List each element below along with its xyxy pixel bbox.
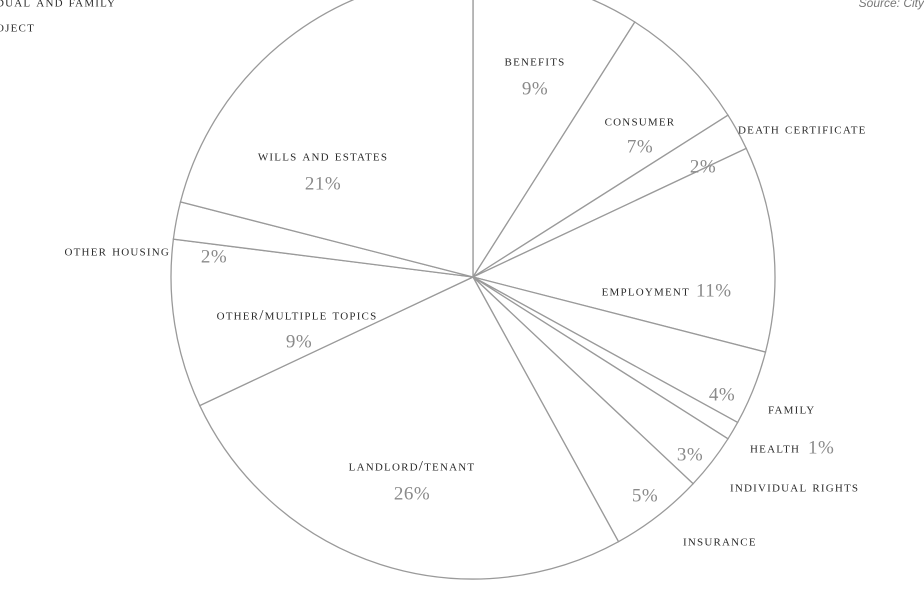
- slice-label: LANDLORD/TENANT: [349, 458, 476, 474]
- pie-slice: [198, 276, 620, 580]
- slice-value-label: 11%: [696, 280, 732, 301]
- slice-label: CONSUMER: [605, 113, 676, 129]
- slice-label: BENEFITS: [505, 53, 566, 69]
- slice-value-label: 26%: [394, 483, 430, 504]
- slice-value-label: 4%: [709, 384, 735, 405]
- title-fragment: DUAL AND FAMILY: [0, 0, 116, 10]
- slice-value-label: 21%: [305, 173, 341, 194]
- pie-slice: [472, 0, 636, 280]
- slice-label: INDIVIDUAL RIGHTS: [730, 479, 859, 495]
- slice-label: EMPLOYMENT: [602, 283, 690, 299]
- slice-value-label: 2%: [690, 156, 716, 177]
- slice-label: WILLS AND ESTATES: [258, 148, 388, 164]
- slice-value-label: 5%: [632, 485, 658, 506]
- slice-label: HEALTH: [750, 440, 800, 456]
- slice-label: OTHER/MULTIPLE TOPICS: [217, 307, 378, 323]
- slice-value-label: 3%: [677, 444, 703, 465]
- slice-label: INSURANCE: [683, 533, 757, 549]
- pie-slice: [170, 238, 476, 407]
- slice-value-label: 9%: [522, 78, 548, 99]
- title-fragment: OJECT: [0, 19, 35, 35]
- source-note: Source: City: [859, 0, 924, 10]
- pie-slice: [472, 21, 729, 278]
- slice-value-label: 2%: [201, 246, 227, 267]
- slice-value-label: 9%: [286, 331, 312, 352]
- slice-label: DEATH CERTIFICATE: [738, 121, 867, 137]
- slice-label: FAMILY: [768, 401, 815, 417]
- slice-label: OTHER HOUSING: [64, 243, 170, 259]
- pie-slice: [471, 147, 776, 353]
- pie-slice: [179, 0, 474, 278]
- slice-value-label: 7%: [627, 136, 653, 157]
- slice-value-label: 1%: [808, 437, 834, 458]
